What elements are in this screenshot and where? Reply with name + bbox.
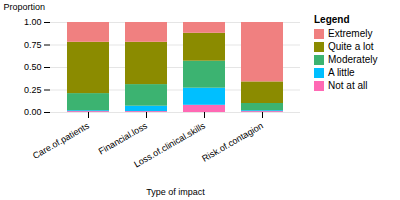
svg-text:0.25: 0.25 <box>24 85 42 95</box>
svg-text:Care.of.patients: Care.of.patients <box>31 120 91 161</box>
html-text:A little: A little <box>328 67 355 78</box>
svg-text:Type of impact: Type of impact <box>146 187 205 197</box>
svg-text:Loss.of.clinical.skills: Loss.of.clinical.skills <box>132 120 207 169</box>
svg-text:0.75: 0.75 <box>24 40 42 50</box>
svg-text:0.00: 0.00 <box>24 107 42 117</box>
svg-text:1.00: 1.00 <box>24 17 42 27</box>
svg-text:Proportion: Proportion <box>4 2 46 12</box>
html-text:Quite a lot: Quite a lot <box>328 41 374 52</box>
html-text:Not at all: Not at all <box>328 80 368 91</box>
html-text:Moderately: Moderately <box>328 54 378 65</box>
svg-text:0.50: 0.50 <box>24 62 42 72</box>
html-text:Legend: Legend <box>314 14 350 25</box>
svg-text:Financial.loss: Financial.loss <box>97 120 150 156</box>
html-text:Extremely: Extremely <box>328 28 373 39</box>
svg-text:Risk.of.contagion: Risk.of.contagion <box>200 121 265 164</box>
